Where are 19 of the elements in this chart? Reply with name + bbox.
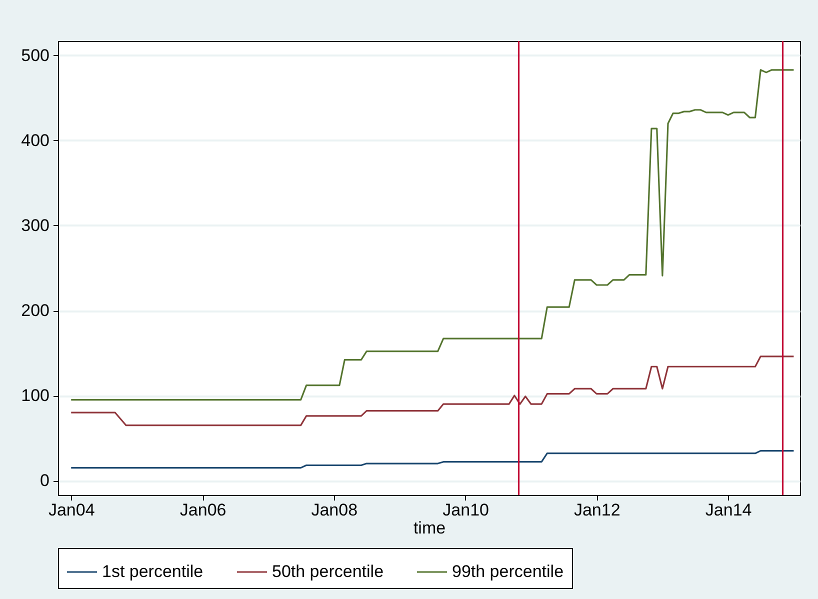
x-tick-label: Jan12 [574, 500, 620, 520]
y-tick-label: 500 [21, 46, 50, 65]
legend-label: 99th percentile [452, 562, 564, 581]
y-tick-label: 100 [21, 386, 50, 406]
x-tick-label: Jan14 [705, 500, 752, 520]
line-series [70, 69, 795, 401]
y-tick-label: 0 [40, 471, 50, 490]
line-series [70, 356, 795, 426]
y-tick-label: 200 [21, 301, 50, 320]
y-tick-label: 400 [21, 130, 50, 150]
y-tick-label: 300 [21, 216, 50, 235]
legend-label: 1st percentile [102, 562, 204, 581]
line-series [70, 450, 795, 469]
x-tick-label: Jan04 [48, 500, 95, 520]
x-axis-title: time [413, 518, 446, 538]
x-tick-label: Jan08 [311, 500, 358, 520]
x-tick-label: Jan06 [180, 500, 226, 520]
x-tick-label: Jan10 [442, 500, 489, 520]
legend-label: 50th percentile [272, 562, 384, 581]
